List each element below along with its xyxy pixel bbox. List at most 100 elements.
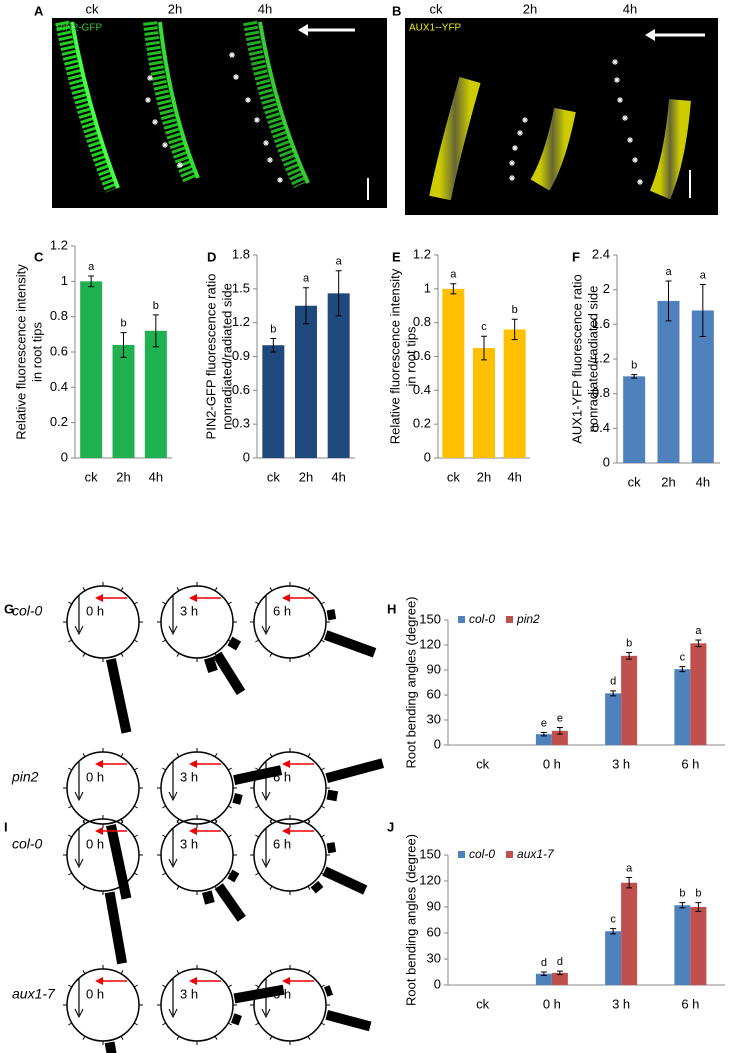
error-bar <box>152 314 159 348</box>
dial-tick <box>307 970 311 975</box>
dial-tick <box>133 805 138 809</box>
time-label: 6 h <box>273 769 291 784</box>
arrow-head <box>95 827 103 835</box>
bar <box>442 288 465 458</box>
significance-letter: d <box>557 956 563 968</box>
error-bar <box>626 877 633 889</box>
dial-tick <box>68 1022 73 1026</box>
dial-tick <box>133 984 138 988</box>
dial-tick <box>307 818 311 823</box>
dial-tick <box>269 1035 273 1040</box>
panel-label: B <box>392 3 401 18</box>
x-tick-label: ck <box>447 469 461 484</box>
y-tick-label: 90 <box>427 661 441 676</box>
time-label: 3 h <box>180 603 198 618</box>
y-tick-label: 1 <box>61 273 68 288</box>
y-tick-label: 0 <box>434 736 441 751</box>
dial-tick <box>162 834 167 838</box>
error-bar <box>695 902 702 912</box>
y-tick-label: 0.4 <box>413 382 431 397</box>
panel-label: H <box>387 601 396 616</box>
dial-tick <box>82 1035 86 1040</box>
y-tick-label: 60 <box>427 686 441 701</box>
dial-tick <box>255 872 260 876</box>
dial-tick <box>82 818 86 823</box>
dial-tick <box>214 970 218 975</box>
dial-tick <box>133 639 138 643</box>
significance-letter: a <box>695 625 702 637</box>
dial-tick <box>82 970 86 975</box>
marker-label: AUX1--YFP <box>409 23 462 34</box>
time-label: 6 h <box>273 603 291 618</box>
dial-tick <box>82 885 86 890</box>
dial-tick <box>307 885 311 890</box>
y-tick-label: 0.6 <box>50 343 68 358</box>
x-tick-label: 6 h <box>681 996 699 1011</box>
panel-label: C <box>34 249 44 264</box>
rose-bar <box>323 630 377 658</box>
y-tick-label: 0.8 <box>592 385 610 400</box>
y-tick-label: 0.6 <box>232 382 250 397</box>
time-label: 0 h <box>86 836 104 851</box>
arrow-head <box>261 1008 271 1019</box>
dial-tick <box>307 753 311 758</box>
rose-bar <box>325 758 385 783</box>
column-label: ck <box>430 1 444 16</box>
error-bar <box>540 971 547 976</box>
y-tick-label: 0.9 <box>232 348 250 363</box>
x-tick-label: ck <box>267 469 281 484</box>
asterisk <box>612 59 618 65</box>
legend-label: pin2 <box>516 612 540 626</box>
y-tick-label: 1.2 <box>592 350 610 365</box>
y-tick-label: 0.3 <box>232 416 250 431</box>
y-tick-label: 0 <box>61 449 68 464</box>
column-label: ck <box>86 1 100 16</box>
y-tick-label: 90 <box>427 898 441 913</box>
x-tick-label: 4h <box>696 474 710 489</box>
bar <box>535 973 552 985</box>
y-axis-title: in root tips <box>403 326 418 386</box>
dial-tick <box>307 652 311 657</box>
rose-bar <box>104 891 128 965</box>
dial-tick <box>162 872 167 876</box>
x-tick-label: 3 h <box>612 996 630 1011</box>
y-tick-label: 0 <box>424 449 431 464</box>
panel-label: F <box>572 249 580 264</box>
significance-letter: e <box>541 717 547 729</box>
time-label: 6 h <box>273 986 291 1001</box>
dial-tick <box>269 652 273 657</box>
arrow-head <box>645 29 655 41</box>
dial-tick <box>162 639 167 643</box>
rose-bar <box>310 880 324 894</box>
dial-tick <box>255 767 260 771</box>
asterisk <box>632 157 638 163</box>
asterisk <box>267 157 273 163</box>
dial-tick <box>214 1035 218 1040</box>
error-bar <box>626 652 633 660</box>
dial-tick <box>269 587 273 592</box>
y-axis-title: in root tips <box>29 322 44 382</box>
significance-letter: b <box>626 637 632 649</box>
error-bar <box>270 337 277 353</box>
significance-letter: d <box>610 676 616 688</box>
asterisk <box>245 97 251 103</box>
y-axis-title: PIN2-GFP fluorescence ratio <box>203 274 218 440</box>
arrow-head <box>74 791 84 802</box>
y-tick-label: 0.8 <box>50 308 68 323</box>
genotype-label: pin2 <box>11 769 39 785</box>
asterisk <box>145 97 151 103</box>
arrow-head <box>74 625 84 636</box>
bar <box>674 669 691 745</box>
asterisk <box>277 177 283 183</box>
legend-label: col-0 <box>469 847 495 861</box>
y-tick-label: 30 <box>427 711 441 726</box>
error-bar <box>450 283 457 295</box>
y-tick-label: 2.4 <box>592 246 610 261</box>
dial-tick <box>255 601 260 605</box>
asterisk <box>627 137 633 143</box>
asterisk <box>152 119 158 125</box>
significance-letter: c <box>481 321 487 333</box>
column-label: 4h <box>258 1 272 16</box>
dial-tick <box>82 820 86 825</box>
time-label: 0 h <box>86 603 104 618</box>
